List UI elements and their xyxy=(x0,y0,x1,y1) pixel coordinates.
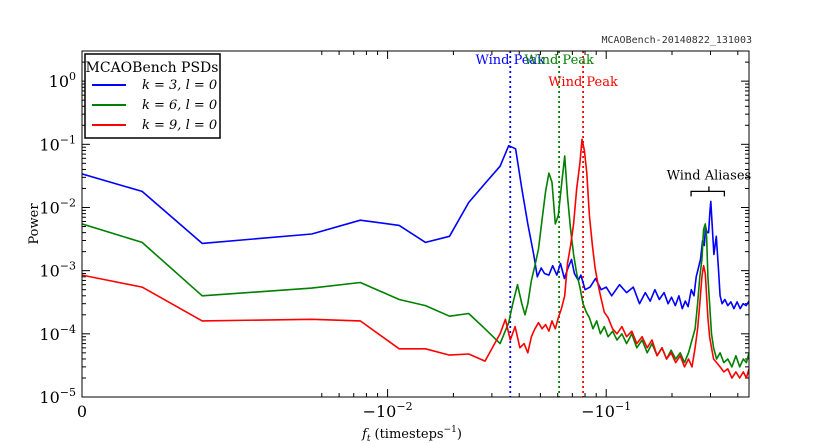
x-tick-label: 0 xyxy=(77,402,87,421)
watermark-label: MCAOBench-20140822_131003 xyxy=(601,35,752,46)
y-tick-label: 10−3 xyxy=(39,260,76,281)
axis-ticks xyxy=(81,50,749,398)
x-tick-label: −10−1 xyxy=(581,400,631,421)
series-line xyxy=(82,144,749,310)
y-tick-label: 10−2 xyxy=(39,196,76,217)
x-axis-label: ft (timesteps−1) xyxy=(361,425,462,443)
y-tick-labels: 10−5 10−4 10−3 10−2 10−1 100 xyxy=(39,70,76,407)
legend-entry-label: k = 9, l = 0 xyxy=(142,118,217,133)
x-axis-label-close: ) xyxy=(457,427,462,442)
legend-title: MCAOBench PSDs xyxy=(86,60,219,76)
legend-entries: k = 3, l = 0 k = 6, l = 0 k = 9, l = 0 xyxy=(92,78,217,133)
x-axis-label-sub: t xyxy=(367,434,371,443)
y-tick-label: 10−1 xyxy=(39,133,76,154)
series-line xyxy=(82,155,749,368)
x-tick-labels: 0 −10−2 −10−1 xyxy=(77,400,631,421)
plot-frame xyxy=(81,50,750,398)
legend-entry-label: k = 6, l = 0 xyxy=(142,98,217,113)
wind-peak-label: Wind Peak xyxy=(548,75,618,90)
y-tick-label: 100 xyxy=(49,70,76,91)
wind-peak-label: Wind Peak xyxy=(475,53,545,68)
y-axis-label: Power xyxy=(27,203,42,245)
legend-entry-label: k = 3, l = 0 xyxy=(142,78,217,93)
series-layer xyxy=(82,138,749,379)
y-tick-label: 10−5 xyxy=(39,386,76,407)
x-axis-label-var: f xyxy=(361,427,369,442)
wind-aliases-bracket xyxy=(690,186,726,197)
wind-aliases-label: Wind Aliases xyxy=(667,168,752,183)
x-axis-label-unit: (timesteps xyxy=(375,427,444,442)
legend: MCAOBench PSDs k = 3, l = 0k = 6, l = 0k… xyxy=(84,53,221,139)
wind-peak-label: Wind Peak xyxy=(524,53,594,68)
series-line xyxy=(82,138,749,379)
y-tick-label: 10−4 xyxy=(39,323,76,344)
x-tick-label: −10−2 xyxy=(363,400,413,421)
x-axis-label-sup: −1 xyxy=(444,425,457,435)
wind-aliases-annotation: Wind Aliases xyxy=(667,168,752,197)
